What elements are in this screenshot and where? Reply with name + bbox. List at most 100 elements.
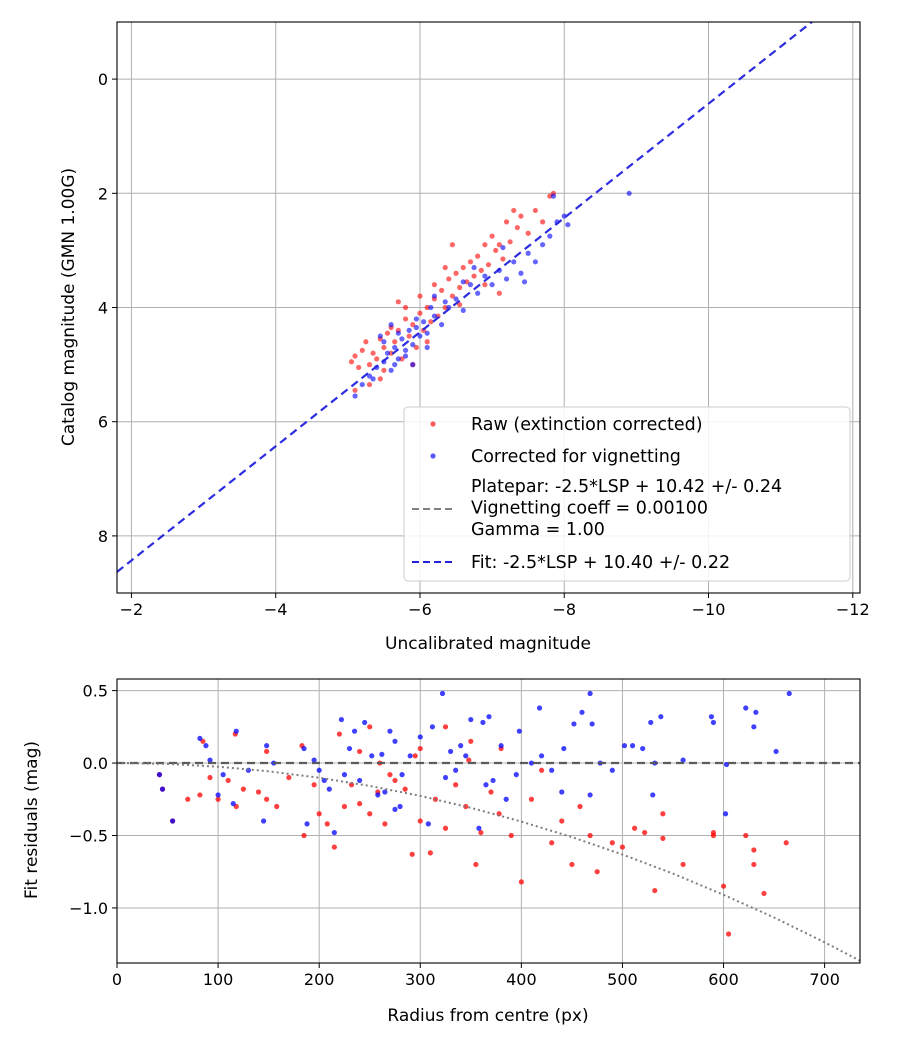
legend-label-corrected: Corrected for vignetting — [471, 447, 681, 467]
raw-extinction-corrected-point — [446, 276, 452, 282]
corrected-for-vignetting-point — [402, 347, 409, 353]
bottom-ticks: 0 100 200 300 400 500 600 700 0.5 0.0 −0.5 −1.0 — [69, 682, 840, 989]
corrected-residuals-point — [559, 789, 565, 795]
raw-extinction-corrected-point — [457, 284, 463, 291]
corrected-for-vignetting-point — [532, 259, 538, 265]
corrected-residuals-point — [571, 721, 577, 727]
raw-residuals-point — [631, 825, 638, 831]
raw-residuals-point — [255, 789, 262, 795]
y-tick-label: 0.5 — [83, 682, 108, 701]
raw-residuals-point — [357, 801, 363, 807]
raw-residuals-point — [559, 818, 565, 824]
corrected-for-vignetting-point — [388, 322, 394, 328]
corrected-residuals-point — [230, 801, 236, 807]
raw-residuals-point — [660, 811, 666, 817]
corrected-residuals-point — [316, 767, 322, 773]
raw-residuals-point — [743, 832, 749, 839]
raw-residuals-point — [660, 835, 666, 841]
raw-residuals-point — [725, 931, 732, 937]
corrected-residuals-point — [311, 757, 317, 763]
corrected-residuals-point — [369, 753, 375, 759]
bottom-plot: 0 100 200 300 400 500 600 700 0.5 0.0 −0.5 −1.0 Rad… — [22, 678, 861, 1026]
corrected-for-vignetting-point — [471, 264, 477, 271]
corrected-for-vignetting-point — [439, 322, 445, 328]
raw-residuals-point — [311, 782, 317, 788]
x-tick-label: −2 — [120, 600, 144, 619]
corrected-residuals-point — [351, 728, 358, 734]
raw-residuals-point — [336, 731, 342, 737]
corrected-residuals-point — [476, 825, 482, 831]
raw-residuals-point — [594, 869, 600, 875]
corrected-for-vignetting-point — [489, 282, 495, 288]
raw-extinction-corrected-point — [381, 367, 387, 373]
raw-extinction-corrected-point — [374, 356, 380, 362]
raw-extinction-corrected-point — [496, 242, 502, 248]
corrected-for-vignetting-point — [547, 233, 553, 239]
corrected-for-vignetting-point — [424, 344, 430, 351]
corrected-residuals-point — [640, 745, 646, 752]
corrected-for-vignetting-point — [442, 299, 448, 305]
corrected-for-vignetting-point — [431, 313, 437, 319]
raw-residuals-point — [442, 724, 449, 730]
raw-extinction-corrected-point — [410, 322, 416, 328]
corrected-for-vignetting-point — [420, 319, 427, 325]
raw-residuals-point — [341, 803, 348, 810]
corrected-for-vignetting-point — [388, 367, 394, 373]
raw-residuals-point — [463, 803, 469, 810]
raw-residuals-point — [264, 796, 270, 802]
raw-extinction-corrected-point — [489, 233, 495, 239]
corrected-residuals-point — [498, 743, 504, 749]
corrected-for-vignetting-point — [525, 250, 531, 256]
bottom-y-axis-label: Fit residuals (mag) — [22, 741, 42, 899]
corrected-for-vignetting-point — [453, 296, 459, 302]
raw-residuals-point — [751, 861, 757, 868]
corrected-for-vignetting-point — [460, 279, 466, 285]
corrected-residuals-point — [341, 772, 348, 778]
raw-extinction-corrected-point — [518, 213, 524, 219]
corrected-residuals-point — [304, 821, 310, 827]
corrected-residuals-point — [233, 728, 239, 734]
raw-extinction-corrected-point — [532, 207, 538, 214]
raw-extinction-corrected-point — [514, 224, 520, 231]
raw-extinction-corrected-point — [449, 242, 456, 248]
corrected-residuals-point — [513, 772, 519, 778]
corrected-residuals-point — [483, 782, 489, 788]
raw-residuals-point — [324, 821, 330, 827]
raw-extinction-corrected-point — [478, 267, 484, 273]
raw-residuals-point — [240, 786, 246, 792]
corrected-for-vignetting-point — [565, 222, 571, 228]
corrected-residuals-point — [561, 745, 567, 752]
legend-label-platepar-line: Gamma = 1.00 — [471, 520, 605, 540]
raw-extinction-corrected-point — [511, 207, 517, 214]
raw-residuals-point — [518, 879, 524, 885]
corrected-residuals-point — [392, 738, 398, 744]
corrected-residuals-point — [439, 690, 446, 697]
raw-extinction-corrected-point — [525, 230, 531, 236]
raw-residuals-point — [348, 782, 355, 788]
corrected-residuals-point — [169, 818, 176, 824]
raw-extinction-corrected-point — [464, 279, 470, 285]
corrected-residuals-point — [609, 767, 615, 773]
raw-residuals-point — [367, 724, 373, 730]
corrected-for-vignetting-point — [500, 244, 506, 251]
corrected-residuals-point — [753, 709, 759, 715]
raw-residuals-point — [225, 777, 231, 784]
raw-extinction-corrected-point — [359, 347, 365, 353]
corrected-residuals-point — [425, 821, 431, 827]
raw-residuals-point — [466, 757, 472, 763]
corrected-for-vignetting-point — [428, 304, 434, 311]
corrected-residuals-point — [516, 728, 522, 734]
raw-residuals-point — [331, 844, 337, 850]
raw-extinction-corrected-point — [392, 339, 398, 345]
raw-extinction-corrected-point — [424, 304, 430, 311]
top-ticks: −2 −4 −6 −8 −10 −12 0 2 4 6 8 — [98, 70, 870, 619]
raw-extinction-corrected-point — [449, 293, 456, 299]
corrected-residuals-point — [490, 777, 496, 784]
raw-extinction-corrected-point — [417, 293, 423, 299]
corrected-for-vignetting-point — [413, 316, 419, 322]
top-y-axis-label: Catalog magnitude (GMN 1.00G) — [59, 168, 79, 446]
x-tick-label: −4 — [264, 600, 288, 619]
raw-residuals-point — [427, 850, 433, 856]
raw-extinction-corrected-point — [439, 287, 445, 293]
